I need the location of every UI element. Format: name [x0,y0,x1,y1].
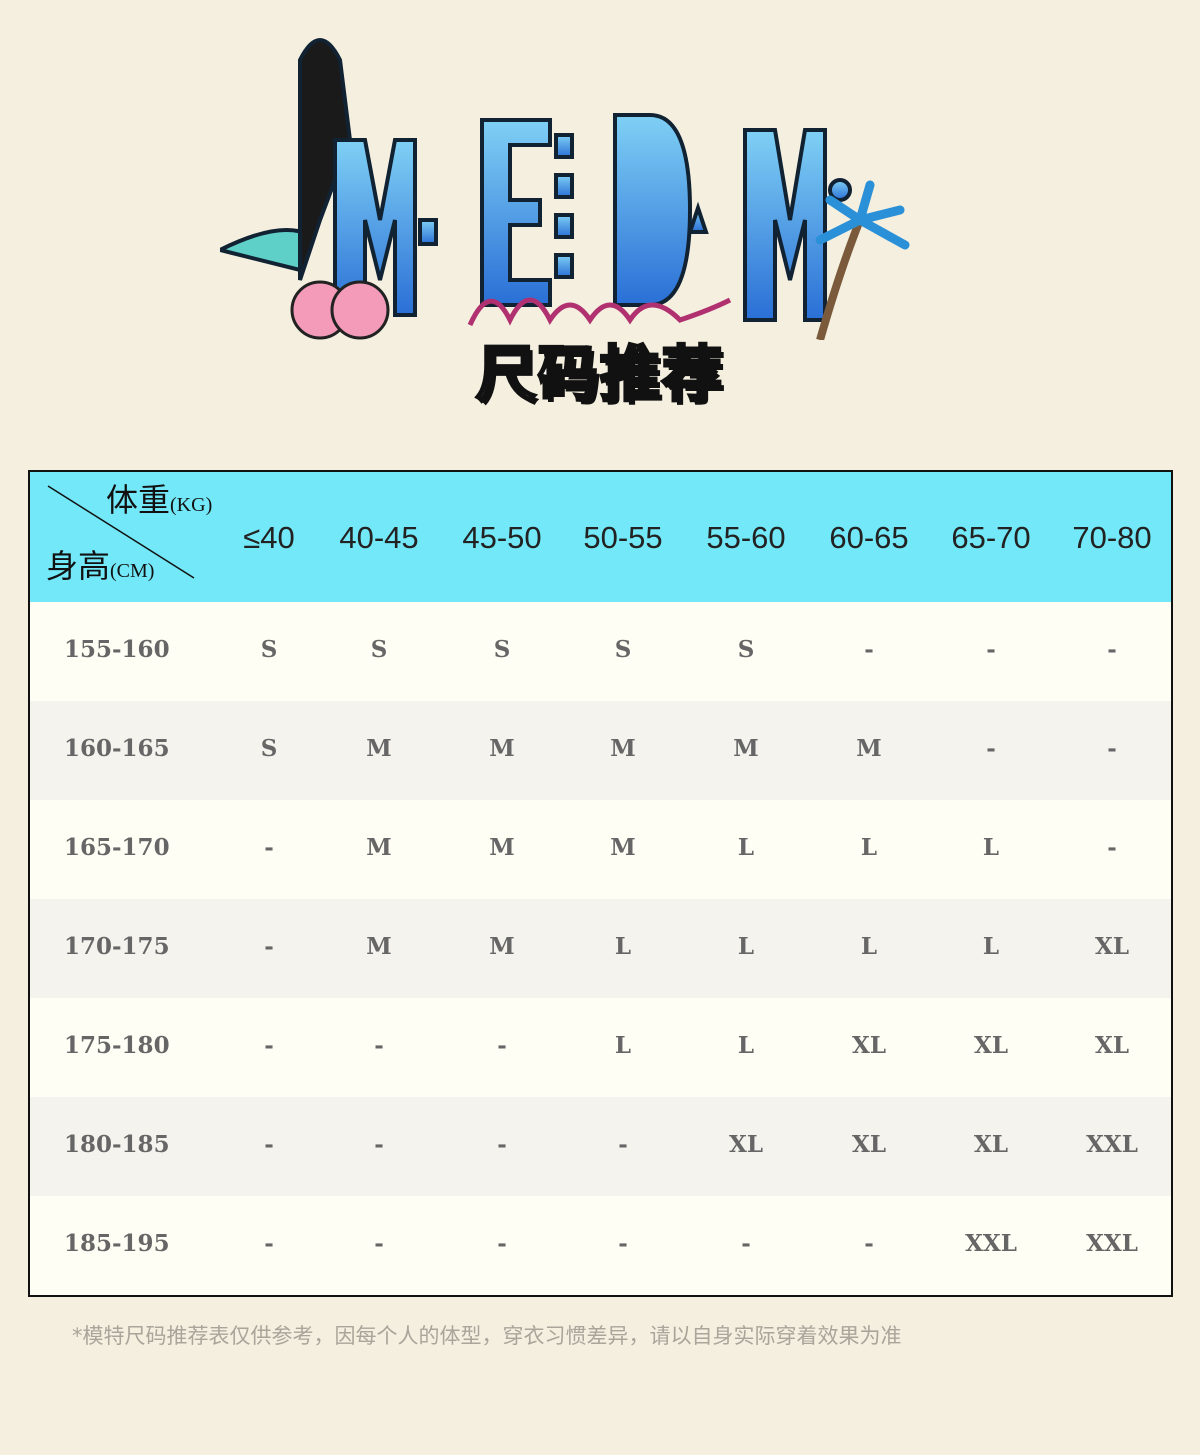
size-cell: - [374,1131,384,1158]
size-cell: L [737,1032,755,1059]
height-range: 175-180 [64,1032,170,1059]
weight-column-header: 70-80 [1072,520,1152,555]
size-cell: - [986,636,996,663]
size-cell: XXL [1086,1131,1138,1158]
header-diagonal-divider [47,485,195,579]
table-row: 175-180 - - - L L XL XL XL [30,998,1171,1097]
weight-column-header: 55-60 [706,520,786,555]
disclaimer-note: *模特尺码推荐表仅供参考，因每个人的体型，穿衣习惯差异，请以自身实际穿着效果为准 [72,1324,902,1348]
size-cell: S [493,636,511,663]
size-cell: XL [851,1131,887,1158]
brand-logo [220,38,910,340]
size-cell: XL [1094,1032,1130,1059]
size-cell: L [614,1032,632,1059]
size-cell: - [618,1131,628,1158]
size-cell: - [741,1230,751,1257]
size-cell: S [260,636,278,663]
size-cell: - [864,636,874,663]
height-range: 165-170 [64,834,170,861]
size-cell: XL [1094,933,1130,960]
weight-label: 体重 [106,481,171,519]
table-row: 155-160 S S S S S - - - [30,602,1171,701]
table-row: 180-185 - - - - XL XL XL XXL [30,1097,1171,1196]
size-cell: - [1107,735,1117,762]
size-cell: - [264,1131,274,1158]
size-cell: XXL [965,1230,1017,1257]
weight-column-header: 60-65 [829,520,909,555]
size-cell: M [366,933,392,960]
size-cell: - [264,933,274,960]
size-cell: M [489,834,515,861]
table-row: 185-195 - - - - - - XXL XXL [30,1196,1171,1295]
size-cell: - [618,1230,628,1257]
size-cell: S [260,735,278,762]
height-range: 160-165 [64,735,170,762]
size-cell: - [374,1032,384,1059]
weight-column-header: 50-55 [583,520,663,555]
size-cell: M [856,735,882,762]
size-cell: - [864,1230,874,1257]
size-cell: XL [851,1032,887,1059]
height-range: 180-185 [64,1131,170,1158]
size-cell: - [1107,834,1117,861]
size-cell: M [610,834,636,861]
table-header: 体重(KG) 身高(CM) ≤40 40-45 45-50 50-55 55-60 60-… [30,472,1171,602]
page-title: 尺码推荐 [475,339,724,412]
size-cell: - [1107,636,1117,663]
size-cell: M [489,933,515,960]
size-cell: M [489,735,515,762]
height-range: 170-175 [64,933,170,960]
weight-header: 体重(KG) [106,480,212,525]
size-cell: M [366,735,392,762]
table-row: 165-170 - M M M L L L - [30,800,1171,899]
size-cell: L [737,834,755,861]
size-cell: - [986,735,996,762]
size-cell: M [733,735,759,762]
size-cell: - [264,1032,274,1059]
weight-column-header: 40-45 [339,520,419,555]
weight-column-header: 45-50 [462,520,542,555]
height-unit: (CM) [110,560,155,582]
size-cell: XL [973,1032,1009,1059]
weight-unit: (KG) [170,494,213,516]
size-cell: L [860,834,878,861]
size-cell: L [860,933,878,960]
size-cell: L [737,933,755,960]
size-cell: L [982,933,1000,960]
height-header: 身高(CM) [46,546,154,591]
size-cell: L [982,834,1000,861]
size-cell: - [497,1032,507,1059]
size-cell: - [497,1230,507,1257]
size-cell: M [610,735,636,762]
size-cell: M [366,834,392,861]
size-cell: XL [728,1131,764,1158]
weight-column-header: ≤40 [243,520,295,555]
size-cell: - [264,1230,274,1257]
size-cell: L [614,933,632,960]
size-cell: S [737,636,755,663]
size-cell: XL [973,1131,1009,1158]
size-chart-table: 体重(KG) 身高(CM) ≤40 40-45 45-50 50-55 55-60 60-… [28,470,1173,1297]
size-cell: - [264,834,274,861]
size-cell: - [497,1131,507,1158]
table-row: 170-175 - M M L L L L XL [30,899,1171,998]
height-range: 185-195 [64,1230,170,1257]
weight-column-header: 65-70 [951,520,1031,555]
size-cell: S [614,636,632,663]
height-range: 155-160 [64,636,170,663]
height-label: 身高 [46,547,111,585]
table-row: 160-165 S M M M M M - - [30,701,1171,800]
size-cell: - [374,1230,384,1257]
size-cell: XXL [1086,1230,1138,1257]
size-cell: S [370,636,388,663]
